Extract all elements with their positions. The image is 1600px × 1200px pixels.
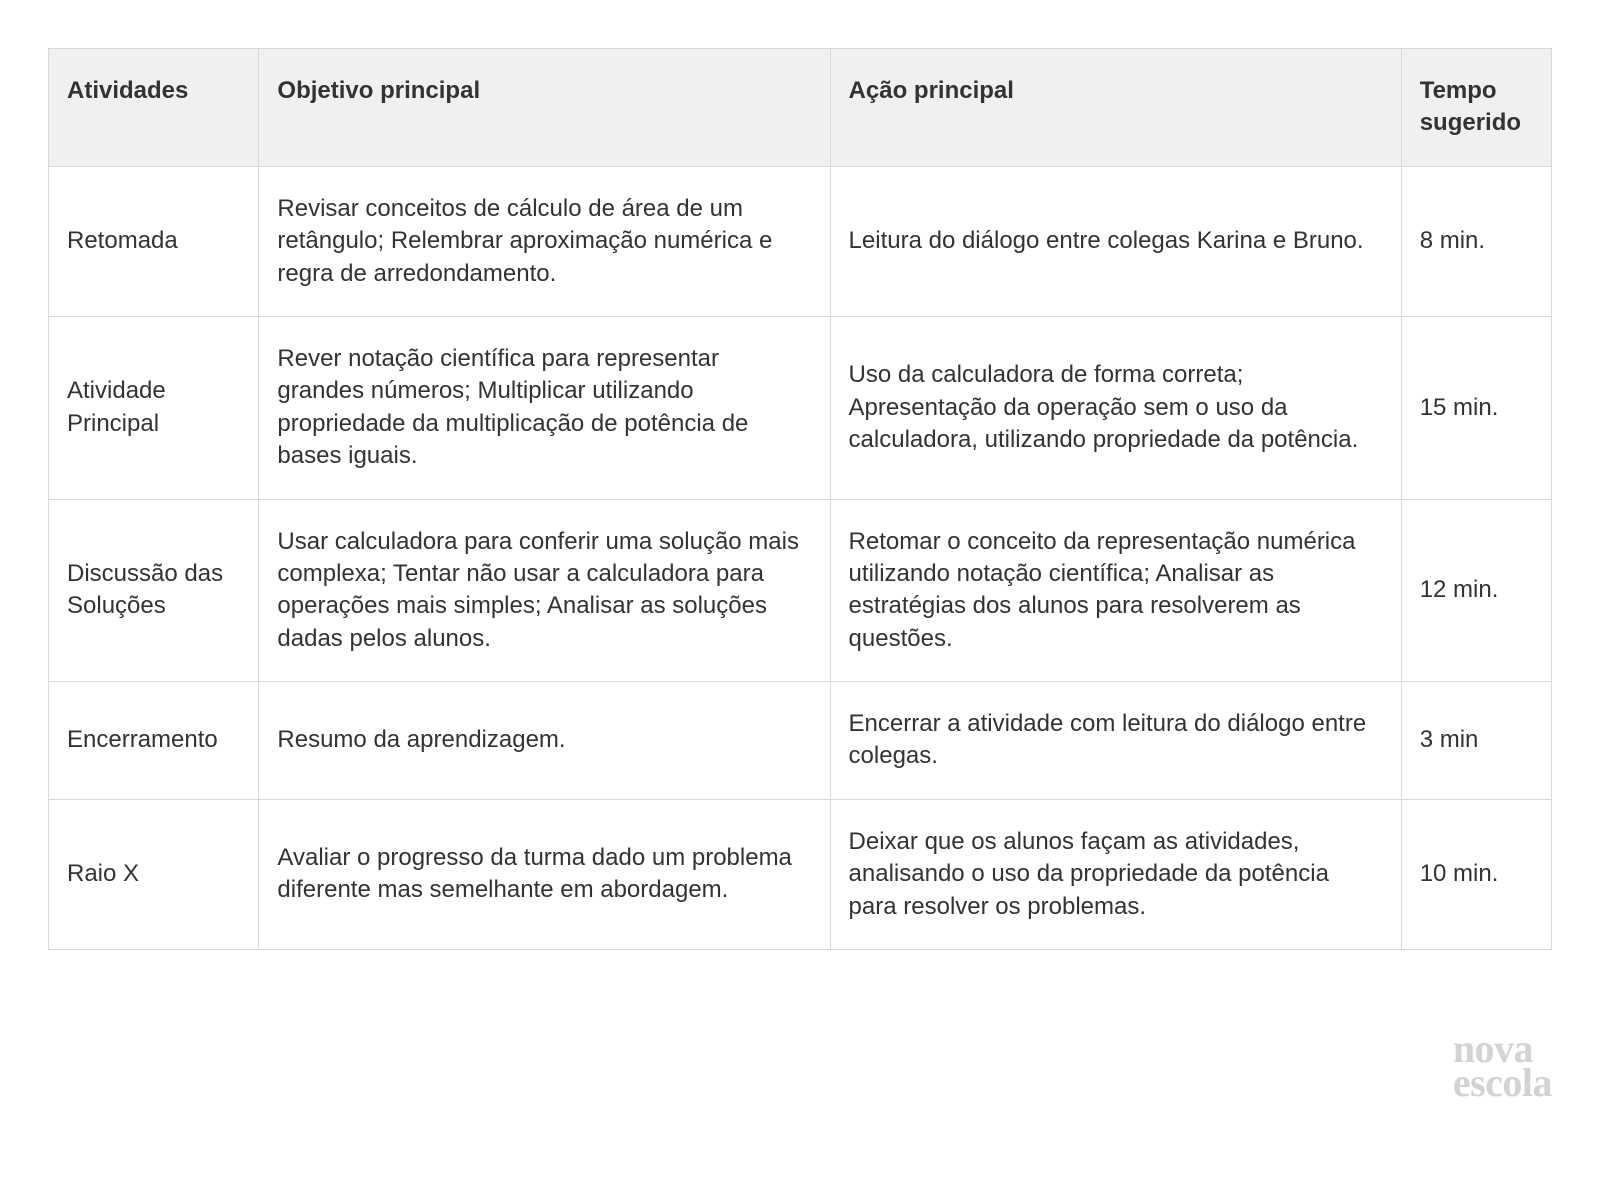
activities-table: Atividades Objetivo principal Ação princ… (48, 48, 1552, 950)
cell-activity: Atividade Principal (49, 316, 259, 499)
table-row: Atividade Principal Rever notação cientí… (49, 316, 1552, 499)
cell-time: 10 min. (1401, 799, 1551, 949)
col-header-objective: Objetivo principal (259, 49, 830, 167)
table-row: Raio X Avaliar o progresso da turma dado… (49, 799, 1552, 949)
cell-time: 15 min. (1401, 316, 1551, 499)
cell-action: Leitura do diálogo entre colegas Karina … (830, 166, 1401, 316)
cell-objective: Resumo da aprendizagem. (259, 682, 830, 800)
table-row: Discussão das Soluções Usar calculadora … (49, 499, 1552, 682)
table-body: Retomada Revisar conceitos de cálculo de… (49, 166, 1552, 949)
cell-activity: Raio X (49, 799, 259, 949)
cell-action: Deixar que os alunos façam as atividades… (830, 799, 1401, 949)
cell-time: 12 min. (1401, 499, 1551, 682)
cell-activity: Encerramento (49, 682, 259, 800)
cell-action: Retomar o conceito da representação numé… (830, 499, 1401, 682)
cell-time: 8 min. (1401, 166, 1551, 316)
page: Atividades Objetivo principal Ação princ… (0, 0, 1600, 1200)
brand-line2: escola (1453, 1066, 1552, 1100)
cell-activity: Retomada (49, 166, 259, 316)
col-header-action: Ação principal (830, 49, 1401, 167)
cell-objective: Avaliar o progresso da turma dado um pro… (259, 799, 830, 949)
table-row: Encerramento Resumo da aprendizagem. Enc… (49, 682, 1552, 800)
cell-action: Uso da calculadora de forma correta; Apr… (830, 316, 1401, 499)
cell-activity: Discussão das Soluções (49, 499, 259, 682)
table-row: Retomada Revisar conceitos de cálculo de… (49, 166, 1552, 316)
cell-objective: Revisar conceitos de cálculo de área de … (259, 166, 830, 316)
table-header-row: Atividades Objetivo principal Ação princ… (49, 49, 1552, 167)
col-header-time: Tempo sugerido (1401, 49, 1551, 167)
cell-objective: Rever notação científica para representa… (259, 316, 830, 499)
cell-time: 3 min (1401, 682, 1551, 800)
col-header-activity: Atividades (49, 49, 259, 167)
cell-action: Encerrar a atividade com leitura do diál… (830, 682, 1401, 800)
cell-objective: Usar calculadora para conferir uma soluç… (259, 499, 830, 682)
brand-logo: nova escola (1453, 1032, 1552, 1100)
table-header: Atividades Objetivo principal Ação princ… (49, 49, 1552, 167)
